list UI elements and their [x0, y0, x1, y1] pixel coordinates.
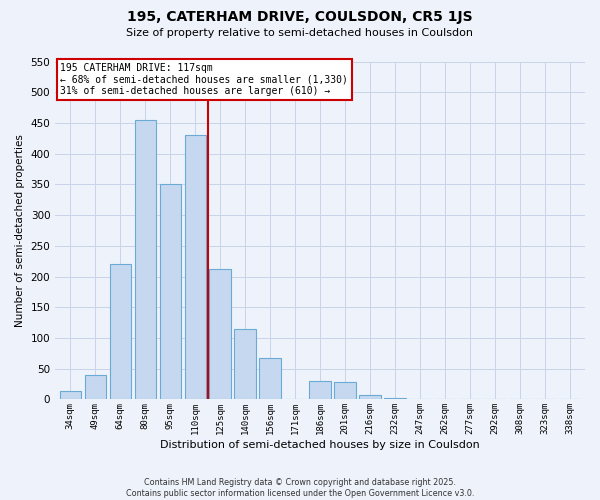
- Text: Size of property relative to semi-detached houses in Coulsdon: Size of property relative to semi-detach…: [127, 28, 473, 38]
- Bar: [259, 358, 281, 400]
- X-axis label: Distribution of semi-detached houses by size in Coulsdon: Distribution of semi-detached houses by …: [160, 440, 480, 450]
- Bar: [235, 329, 256, 400]
- Y-axis label: Number of semi-detached properties: Number of semi-detached properties: [15, 134, 25, 327]
- Bar: [559, 399, 581, 400]
- Text: Contains HM Land Registry data © Crown copyright and database right 2025.
Contai: Contains HM Land Registry data © Crown c…: [126, 478, 474, 498]
- Bar: [185, 135, 206, 400]
- Text: 195 CATERHAM DRIVE: 117sqm
← 68% of semi-detached houses are smaller (1,330)
31%: 195 CATERHAM DRIVE: 117sqm ← 68% of semi…: [61, 63, 349, 96]
- Bar: [334, 382, 356, 400]
- Bar: [160, 184, 181, 400]
- Bar: [209, 268, 231, 400]
- Bar: [85, 375, 106, 400]
- Bar: [110, 264, 131, 400]
- Bar: [59, 392, 81, 400]
- Text: 195, CATERHAM DRIVE, COULSDON, CR5 1JS: 195, CATERHAM DRIVE, COULSDON, CR5 1JS: [127, 10, 473, 24]
- Bar: [310, 381, 331, 400]
- Bar: [385, 398, 406, 400]
- Bar: [359, 395, 380, 400]
- Bar: [134, 120, 156, 400]
